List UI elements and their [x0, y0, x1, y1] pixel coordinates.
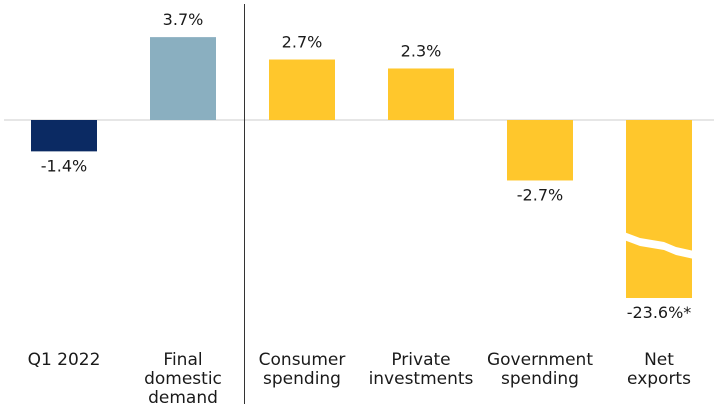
bars-group	[31, 37, 694, 298]
category-label-5: Net exports	[627, 350, 691, 389]
axis-break-mark	[624, 232, 694, 259]
bar-2	[269, 59, 335, 120]
category-labels-group: Q1 2022 Final domestic demand Consumer spendi…	[28, 350, 692, 408]
bar-0	[31, 120, 97, 152]
category-label-0: Q1 2022	[28, 350, 101, 370]
value-labels-group: -1.4% 3.7% 2.7% 2.3% -2.7% -23.6%*	[41, 10, 692, 322]
category-label-1: Final domestic demand	[144, 350, 222, 408]
bar-5	[626, 120, 692, 298]
value-label-3: 2.3%	[401, 41, 442, 60]
value-label-4: -2.7%	[517, 185, 563, 204]
bar-1	[150, 37, 216, 121]
value-label-2: 2.7%	[282, 33, 323, 52]
category-label-4: Government spending	[487, 350, 593, 389]
value-label-0: -1.4%	[41, 156, 87, 175]
category-label-2: Consumer spending	[259, 350, 346, 389]
value-label-5: -23.6%*	[627, 303, 692, 322]
bar-3	[388, 68, 454, 120]
category-label-3: Private investments	[369, 350, 474, 389]
value-label-1: 3.7%	[163, 10, 204, 29]
bar-4	[507, 120, 573, 181]
